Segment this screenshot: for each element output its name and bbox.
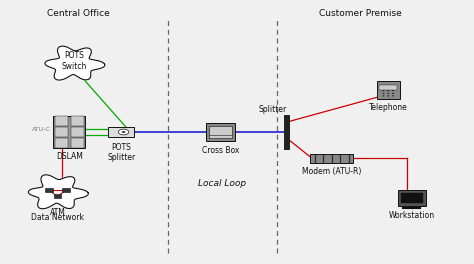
Text: Cross Box: Cross Box	[202, 146, 239, 155]
Polygon shape	[45, 46, 105, 80]
Bar	[55, 116, 68, 126]
Bar	[379, 85, 397, 90]
Circle shape	[122, 131, 126, 133]
Bar	[206, 124, 235, 140]
Bar	[377, 82, 400, 98]
Bar	[53, 116, 85, 148]
Bar	[71, 127, 84, 137]
Bar	[401, 193, 423, 204]
Text: DSLAM: DSLAM	[56, 152, 82, 161]
Bar	[71, 116, 84, 126]
Bar	[398, 190, 426, 206]
Bar	[71, 138, 84, 148]
Text: Splitter: Splitter	[258, 105, 286, 114]
Circle shape	[392, 93, 394, 94]
Text: Data Network: Data Network	[31, 213, 84, 222]
Bar	[45, 188, 53, 192]
Bar	[310, 154, 353, 163]
Text: ATU-C: ATU-C	[32, 128, 50, 133]
Circle shape	[392, 95, 394, 96]
Circle shape	[387, 95, 389, 96]
Text: Customer Premise: Customer Premise	[319, 8, 401, 18]
Text: POTS
Splitter: POTS Splitter	[107, 143, 136, 162]
Bar	[55, 127, 68, 137]
Text: POTS
Switch: POTS Switch	[61, 51, 87, 71]
Circle shape	[118, 129, 129, 135]
Circle shape	[383, 95, 384, 96]
Circle shape	[387, 93, 389, 94]
Circle shape	[383, 93, 384, 94]
Bar	[55, 138, 68, 148]
Text: Central Office: Central Office	[47, 8, 110, 18]
Bar	[108, 127, 134, 137]
Circle shape	[392, 90, 394, 91]
Polygon shape	[28, 175, 88, 209]
Bar	[62, 188, 70, 192]
Text: Local Loop: Local Loop	[198, 179, 246, 188]
Text: Telephone: Telephone	[369, 103, 408, 112]
Bar	[209, 126, 232, 138]
Bar	[284, 115, 289, 149]
Bar	[54, 194, 61, 199]
Text: Workstation: Workstation	[389, 211, 435, 220]
Text: ATM: ATM	[49, 208, 65, 217]
Circle shape	[387, 90, 389, 91]
Circle shape	[383, 90, 384, 91]
Text: Modem (ATU-R): Modem (ATU-R)	[302, 167, 361, 176]
